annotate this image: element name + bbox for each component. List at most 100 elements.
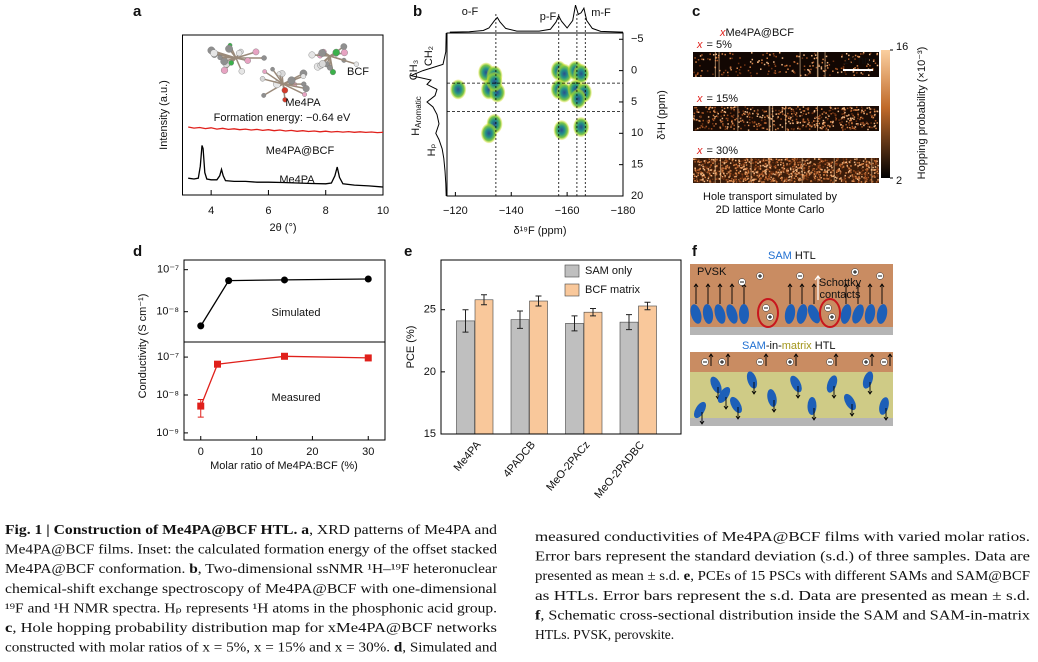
hopping-site (841, 121, 843, 123)
hopping-site (759, 180, 761, 182)
hopping-site (721, 109, 724, 112)
caption-line: presented as mean ± s.d. e, PCEs of 15 P… (535, 568, 1031, 583)
hopping-site (774, 173, 776, 176)
charge-sign (788, 360, 792, 364)
hopping-site (745, 158, 748, 160)
hopping-site (818, 163, 821, 165)
hopping-site (702, 174, 705, 177)
hopping-site (715, 159, 717, 162)
hopping-site (717, 56, 720, 59)
title-part: SAM (742, 340, 766, 352)
hopping-site (693, 71, 695, 74)
hopping-site (861, 117, 864, 120)
hopping-site (812, 65, 814, 67)
hopping-site (805, 125, 807, 128)
y-tick-label: 10⁻⁷ (157, 264, 179, 276)
hopping-site (807, 123, 809, 125)
hopping-site (696, 169, 699, 171)
hopping-site (806, 118, 809, 120)
hopping-site (789, 118, 792, 120)
hopping-site (699, 164, 701, 167)
hopping-site (723, 162, 726, 165)
hopping-site (820, 66, 823, 68)
x-tick-label: −160 (555, 205, 580, 217)
hopping-site (860, 121, 862, 124)
error-bar (571, 315, 578, 332)
hopping-site (808, 174, 811, 177)
hopping-site (770, 180, 772, 183)
hopping-site (773, 123, 775, 126)
hopping-site (763, 63, 766, 66)
hopping-site (695, 61, 697, 63)
hopping-site (706, 110, 709, 113)
hopping-site (763, 170, 766, 173)
hopping-site (791, 70, 794, 72)
hopping-site (780, 173, 782, 175)
hopping-site (797, 122, 799, 124)
hopping-site (781, 109, 784, 111)
hopping-site (798, 172, 801, 174)
hopping-site (769, 53, 771, 56)
hopping-site (818, 63, 820, 66)
hopping-site (696, 119, 699, 121)
hopping-site (844, 128, 846, 131)
hopping-site (787, 112, 789, 115)
hopping-site (825, 116, 827, 119)
hopping-site (866, 174, 869, 176)
molecule-atom (217, 54, 223, 61)
molecule-atom (282, 97, 288, 103)
hopping-site (848, 58, 850, 60)
hopping-site (791, 119, 794, 122)
hopping-site (772, 161, 774, 164)
scale-bar-label: 10 nm (843, 55, 874, 67)
caption-text: , Schematic cross-sectional distribution… (540, 607, 1030, 622)
hopping-site (792, 108, 794, 111)
hopping-site (874, 120, 877, 122)
hopping-site (857, 165, 859, 167)
hopping-site (757, 162, 759, 165)
hopping-site (793, 160, 795, 162)
hopping-site (818, 117, 821, 120)
hopping-path (824, 52, 826, 77)
hopping-site (870, 108, 873, 110)
hopping-site (808, 170, 810, 172)
hopping-site (822, 58, 824, 61)
hopping-site (795, 166, 798, 168)
hopping-site (799, 121, 802, 124)
hopping-site (737, 161, 740, 164)
hopping-site (752, 122, 754, 124)
hopping-site (744, 106, 746, 108)
hopping-site (721, 106, 723, 108)
hopping-site (695, 158, 697, 161)
hopping-site (788, 159, 791, 161)
hopping-site (826, 170, 828, 173)
x-tick-label: 8 (323, 205, 329, 217)
hopping-site (768, 173, 770, 175)
hopping-site (848, 122, 850, 124)
hopping-site (827, 67, 829, 69)
bar (474, 299, 494, 435)
hopping-site (871, 181, 874, 183)
hopping-site (795, 158, 797, 161)
hopping-site (852, 127, 855, 129)
hopping-site (848, 54, 850, 57)
hopping-site (708, 172, 711, 175)
hopping-site (719, 127, 722, 129)
hopping-site (696, 73, 699, 75)
hopping-site (824, 125, 826, 127)
hopping-site (855, 109, 857, 111)
hopping-site (866, 107, 868, 109)
hopping-site (809, 173, 811, 175)
hopping-site (697, 172, 700, 174)
hopping-site (697, 174, 699, 177)
hopping-site (701, 112, 703, 114)
hopping-site (850, 165, 852, 167)
caption-bold: d (394, 640, 403, 655)
hopping-site (829, 74, 831, 76)
hopping-site (721, 73, 723, 76)
caption-text: as HTLs. Error bars represent the s.d. D… (535, 588, 1030, 603)
hopping-site (811, 62, 814, 64)
hopping-site (863, 124, 865, 127)
hopping-site (855, 175, 857, 178)
hopping-site (748, 181, 750, 183)
